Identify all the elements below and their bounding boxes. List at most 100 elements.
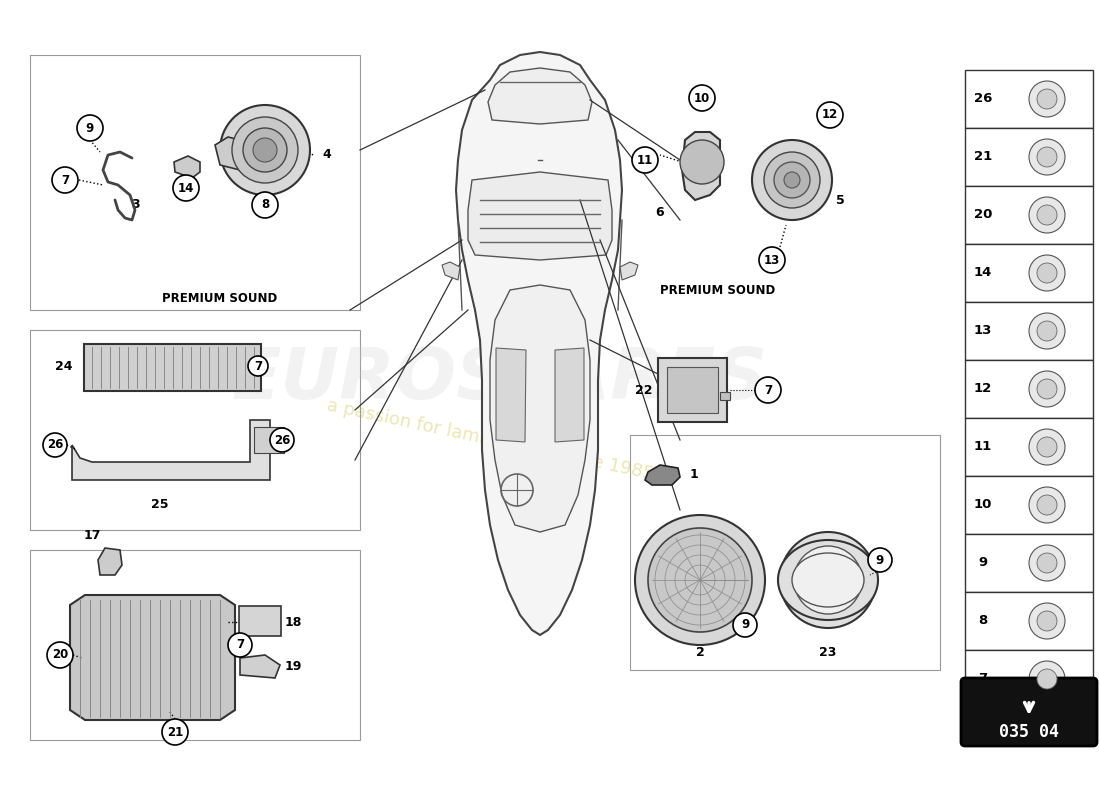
Circle shape xyxy=(780,532,876,628)
Circle shape xyxy=(1037,553,1057,573)
Text: 7: 7 xyxy=(235,638,244,651)
Circle shape xyxy=(77,115,103,141)
Circle shape xyxy=(868,548,892,572)
Circle shape xyxy=(1037,89,1057,109)
Text: 9: 9 xyxy=(876,554,884,566)
Polygon shape xyxy=(214,137,250,170)
Text: 21: 21 xyxy=(974,150,992,163)
Circle shape xyxy=(162,719,188,745)
Text: 20: 20 xyxy=(52,649,68,662)
FancyBboxPatch shape xyxy=(965,128,1093,186)
Circle shape xyxy=(689,85,715,111)
Circle shape xyxy=(794,546,862,614)
Polygon shape xyxy=(620,262,638,280)
FancyBboxPatch shape xyxy=(720,392,730,400)
Polygon shape xyxy=(556,348,584,442)
Text: PREMIUM SOUND: PREMIUM SOUND xyxy=(660,283,776,297)
FancyBboxPatch shape xyxy=(965,70,1093,128)
Ellipse shape xyxy=(792,553,864,607)
Circle shape xyxy=(774,162,810,198)
Circle shape xyxy=(52,167,78,193)
Circle shape xyxy=(1037,379,1057,399)
Polygon shape xyxy=(72,420,270,480)
Circle shape xyxy=(1028,429,1065,465)
Polygon shape xyxy=(442,262,460,280)
Text: a passion for lamborghini since 1985: a passion for lamborghini since 1985 xyxy=(324,397,656,483)
Text: 12: 12 xyxy=(974,382,992,395)
Polygon shape xyxy=(456,52,622,635)
Circle shape xyxy=(220,105,310,195)
FancyBboxPatch shape xyxy=(239,606,280,636)
Text: 14: 14 xyxy=(178,182,195,194)
Text: 9: 9 xyxy=(741,618,749,631)
Text: 24: 24 xyxy=(55,361,72,374)
Text: 11: 11 xyxy=(637,154,653,166)
FancyBboxPatch shape xyxy=(965,302,1093,360)
FancyBboxPatch shape xyxy=(965,650,1093,708)
Circle shape xyxy=(632,147,658,173)
Text: 14: 14 xyxy=(974,266,992,279)
Circle shape xyxy=(635,515,764,645)
Text: 035 04: 035 04 xyxy=(999,723,1059,741)
Text: 11: 11 xyxy=(974,441,992,454)
Circle shape xyxy=(1037,669,1057,689)
Text: 7: 7 xyxy=(763,383,772,397)
Circle shape xyxy=(1028,661,1065,697)
Text: 7: 7 xyxy=(60,174,69,186)
FancyBboxPatch shape xyxy=(30,330,360,530)
Circle shape xyxy=(43,433,67,457)
Text: 10: 10 xyxy=(974,498,992,511)
Text: 8: 8 xyxy=(978,614,988,627)
Circle shape xyxy=(252,192,278,218)
Polygon shape xyxy=(240,655,280,678)
Circle shape xyxy=(1028,139,1065,175)
Text: 13: 13 xyxy=(974,325,992,338)
Circle shape xyxy=(1028,255,1065,291)
Polygon shape xyxy=(496,348,526,442)
Circle shape xyxy=(1028,545,1065,581)
FancyBboxPatch shape xyxy=(254,427,284,453)
Circle shape xyxy=(680,140,724,184)
Text: 7: 7 xyxy=(978,673,988,686)
Text: 5: 5 xyxy=(836,194,845,206)
Text: 25: 25 xyxy=(152,498,168,511)
FancyBboxPatch shape xyxy=(658,358,727,422)
Text: 12: 12 xyxy=(822,109,838,122)
Polygon shape xyxy=(645,465,680,485)
Circle shape xyxy=(733,613,757,637)
Text: 8: 8 xyxy=(261,198,270,211)
Text: 2: 2 xyxy=(695,646,704,658)
Text: 9: 9 xyxy=(86,122,95,134)
Circle shape xyxy=(1037,205,1057,225)
Circle shape xyxy=(1037,495,1057,515)
Text: 7: 7 xyxy=(254,359,262,373)
Ellipse shape xyxy=(778,540,878,620)
FancyBboxPatch shape xyxy=(30,55,360,310)
FancyBboxPatch shape xyxy=(630,435,940,670)
Circle shape xyxy=(648,528,752,632)
Circle shape xyxy=(1028,487,1065,523)
Text: 26: 26 xyxy=(974,93,992,106)
Circle shape xyxy=(755,377,781,403)
FancyBboxPatch shape xyxy=(965,244,1093,302)
Circle shape xyxy=(1028,81,1065,117)
Polygon shape xyxy=(468,172,612,260)
Text: 4: 4 xyxy=(322,149,331,162)
Circle shape xyxy=(270,428,294,452)
FancyBboxPatch shape xyxy=(965,534,1093,592)
Circle shape xyxy=(752,140,832,220)
Circle shape xyxy=(1037,437,1057,457)
FancyBboxPatch shape xyxy=(30,550,360,740)
Text: 26: 26 xyxy=(47,438,63,451)
Text: 23: 23 xyxy=(820,646,837,658)
Circle shape xyxy=(1028,197,1065,233)
Polygon shape xyxy=(488,68,592,124)
Text: 20: 20 xyxy=(974,209,992,222)
Text: 19: 19 xyxy=(285,661,303,674)
Circle shape xyxy=(47,642,73,668)
Circle shape xyxy=(817,102,843,128)
Circle shape xyxy=(253,138,277,162)
Text: 22: 22 xyxy=(635,383,652,397)
Text: 17: 17 xyxy=(84,529,101,542)
FancyBboxPatch shape xyxy=(965,476,1093,534)
